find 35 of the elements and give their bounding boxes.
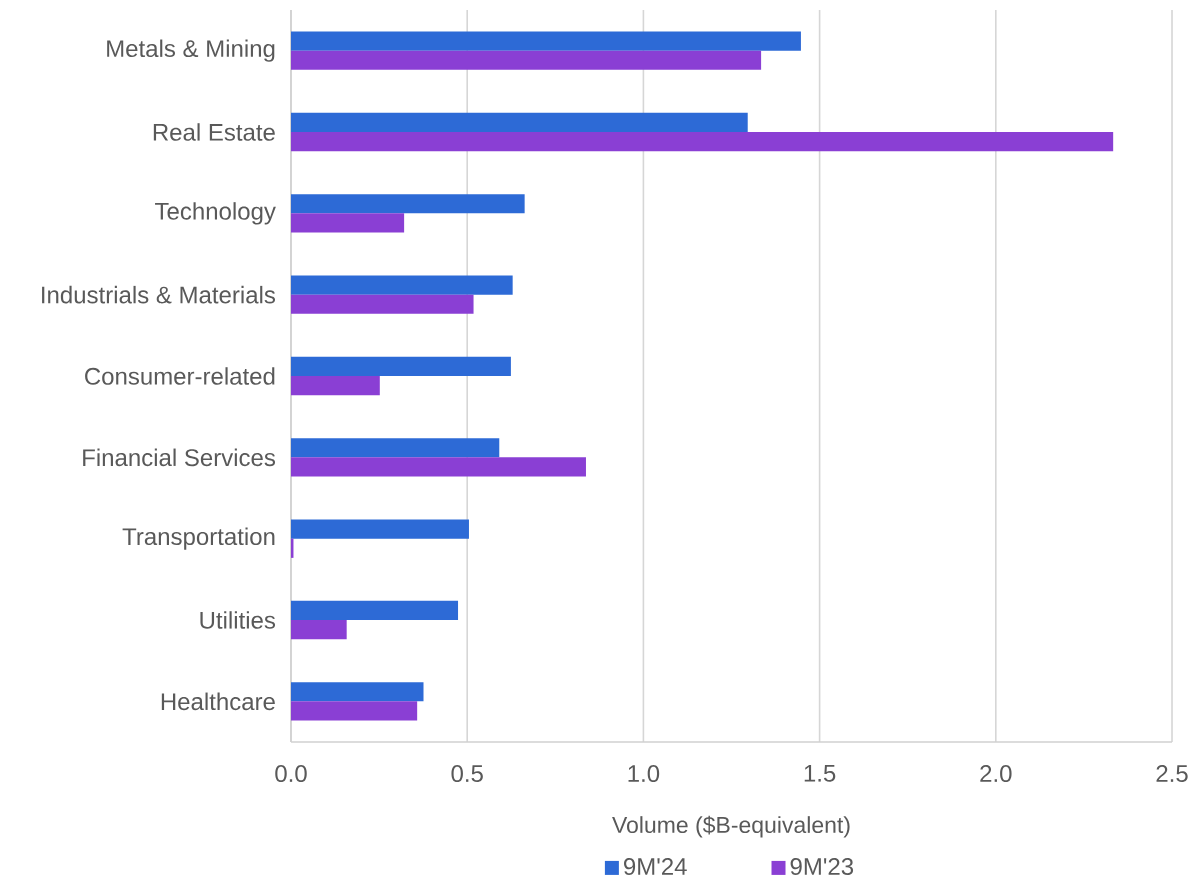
legend-label: 9M'23	[790, 858, 854, 876]
bar	[291, 50, 762, 70]
bar	[291, 112, 748, 132]
bar	[291, 213, 405, 233]
bar	[291, 600, 459, 621]
y-tick-label: Consumer-related	[85, 367, 275, 385]
bar	[291, 701, 418, 721]
y-tick-label: Transportation	[122, 527, 275, 550]
y-tick-label: Real Estate	[153, 123, 275, 141]
x-tick-label: 1.0	[628, 765, 660, 783]
bar	[291, 356, 511, 377]
y-tick-label: Financial Services	[83, 448, 276, 467]
x-axis-title: Volume ($B-equivalent)	[612, 815, 850, 838]
bar	[291, 132, 1114, 152]
bar	[291, 275, 513, 295]
bar	[291, 682, 424, 702]
bar	[291, 457, 586, 477]
bar	[291, 294, 474, 314]
y-tick-label: Technology	[155, 202, 276, 225]
x-tick-label: 2.0	[980, 765, 1012, 783]
bar	[291, 376, 380, 396]
y-tick-label: Utilities	[200, 611, 276, 629]
bar	[291, 519, 469, 539]
bar	[291, 620, 347, 640]
bar	[291, 438, 500, 458]
bar	[291, 194, 525, 214]
x-tick-label: 2.5	[1156, 765, 1188, 783]
y-tick-label: Industrials & Materials	[42, 285, 276, 304]
y-tick-label: Metals & Mining	[107, 39, 275, 62]
legend-label: 9M'24	[624, 858, 687, 876]
x-tick-label: 0.5	[451, 765, 483, 783]
bar	[291, 31, 801, 51]
x-tick-label: 0.0	[275, 765, 307, 783]
x-tick-label: 1.5	[804, 765, 836, 782]
y-tick-label: Healthcare	[161, 692, 275, 711]
